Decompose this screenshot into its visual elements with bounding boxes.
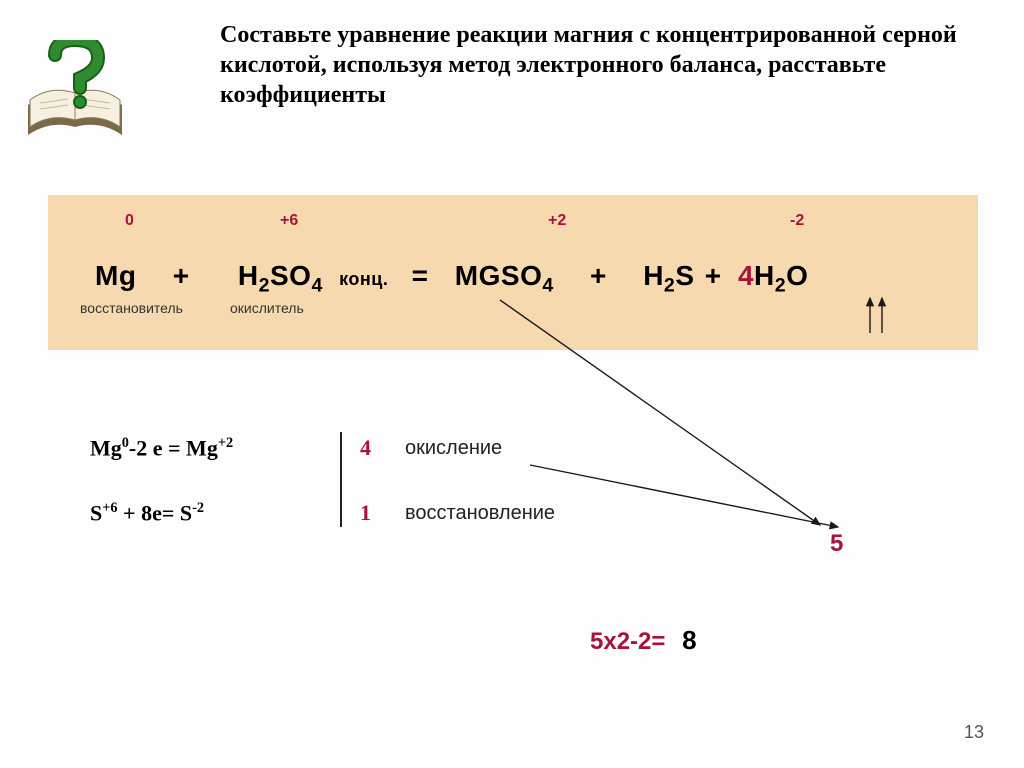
arrow-h2s-to-5: [0, 0, 1024, 768]
eq-mg: Mg: [95, 260, 136, 292]
hr2-lsup: +6: [102, 500, 117, 516]
balance-bar: [340, 432, 342, 527]
derived-expr-line: 5х2-2= 8: [590, 625, 697, 656]
hr2-process: восстановление: [405, 502, 555, 525]
hr2-species: S: [90, 500, 102, 525]
derived-expr: 5х2-2=: [590, 628, 665, 655]
eq-h2s-s: S: [675, 260, 694, 291]
eq-plus3: +: [705, 260, 722, 292]
eq-h2o-o: O: [786, 260, 808, 291]
hr1-rsup: +2: [218, 435, 233, 451]
hr1-coef: 4: [360, 435, 371, 461]
label-oxidizer: окислитель: [230, 300, 304, 316]
hr2-rsup: -2: [192, 500, 204, 516]
eq-coef4: 4: [738, 260, 754, 292]
hr1-species: Mg: [90, 435, 122, 460]
eq-equals: =: [412, 260, 429, 292]
eq-h2o-sub: 2: [775, 275, 786, 297]
ox-state-mg-right: +2: [548, 212, 566, 230]
eq-plus2: +: [590, 260, 607, 292]
eq-h2so4-so: SO: [270, 260, 311, 291]
ox-state-mg-left: 0: [125, 212, 134, 230]
hr1-process: окисление: [405, 437, 502, 460]
task-text: Составьте уравнение реакции магния с кон…: [220, 20, 960, 110]
eq-h2s-h: H: [643, 260, 664, 291]
eq-mgso4-sub: 4: [542, 275, 553, 297]
hr2-coef: 1: [360, 500, 371, 526]
ox-state-s-left: +6: [280, 212, 298, 230]
half-rxn-1: Mg0-2 e = Mg+2: [90, 435, 233, 461]
page-number: 13: [964, 722, 984, 743]
eq-h2s-sub: 2: [664, 275, 675, 297]
equation-line: Mg + H2SO4 конц. = MGSO4 + H2S + 4 H2O: [95, 260, 975, 298]
derived-eight: 8: [682, 625, 696, 655]
eq-h2so4-sub2: 2: [259, 275, 270, 297]
ox-state-s-right: -2: [790, 212, 804, 230]
eq-h2so4-h: H: [238, 260, 259, 291]
half-rxn-2: S+6 + 8e= S-2: [90, 500, 204, 526]
hr1-lsup: 0: [122, 435, 129, 451]
hr2-mid: + 8e= S: [118, 500, 193, 525]
eq-plus1: +: [173, 260, 190, 292]
derived-five: 5: [830, 530, 843, 558]
hr1-mid: -2 e = Mg: [129, 435, 218, 460]
eq-conc: конц.: [339, 269, 388, 290]
eq-h2so4-sub4: 4: [311, 275, 322, 297]
eq-mgso4: MGSO: [455, 260, 543, 291]
eq-h2o-h: H: [754, 260, 775, 291]
label-reducer: восстановитель: [80, 300, 183, 316]
book-question-icon: [20, 40, 130, 150]
